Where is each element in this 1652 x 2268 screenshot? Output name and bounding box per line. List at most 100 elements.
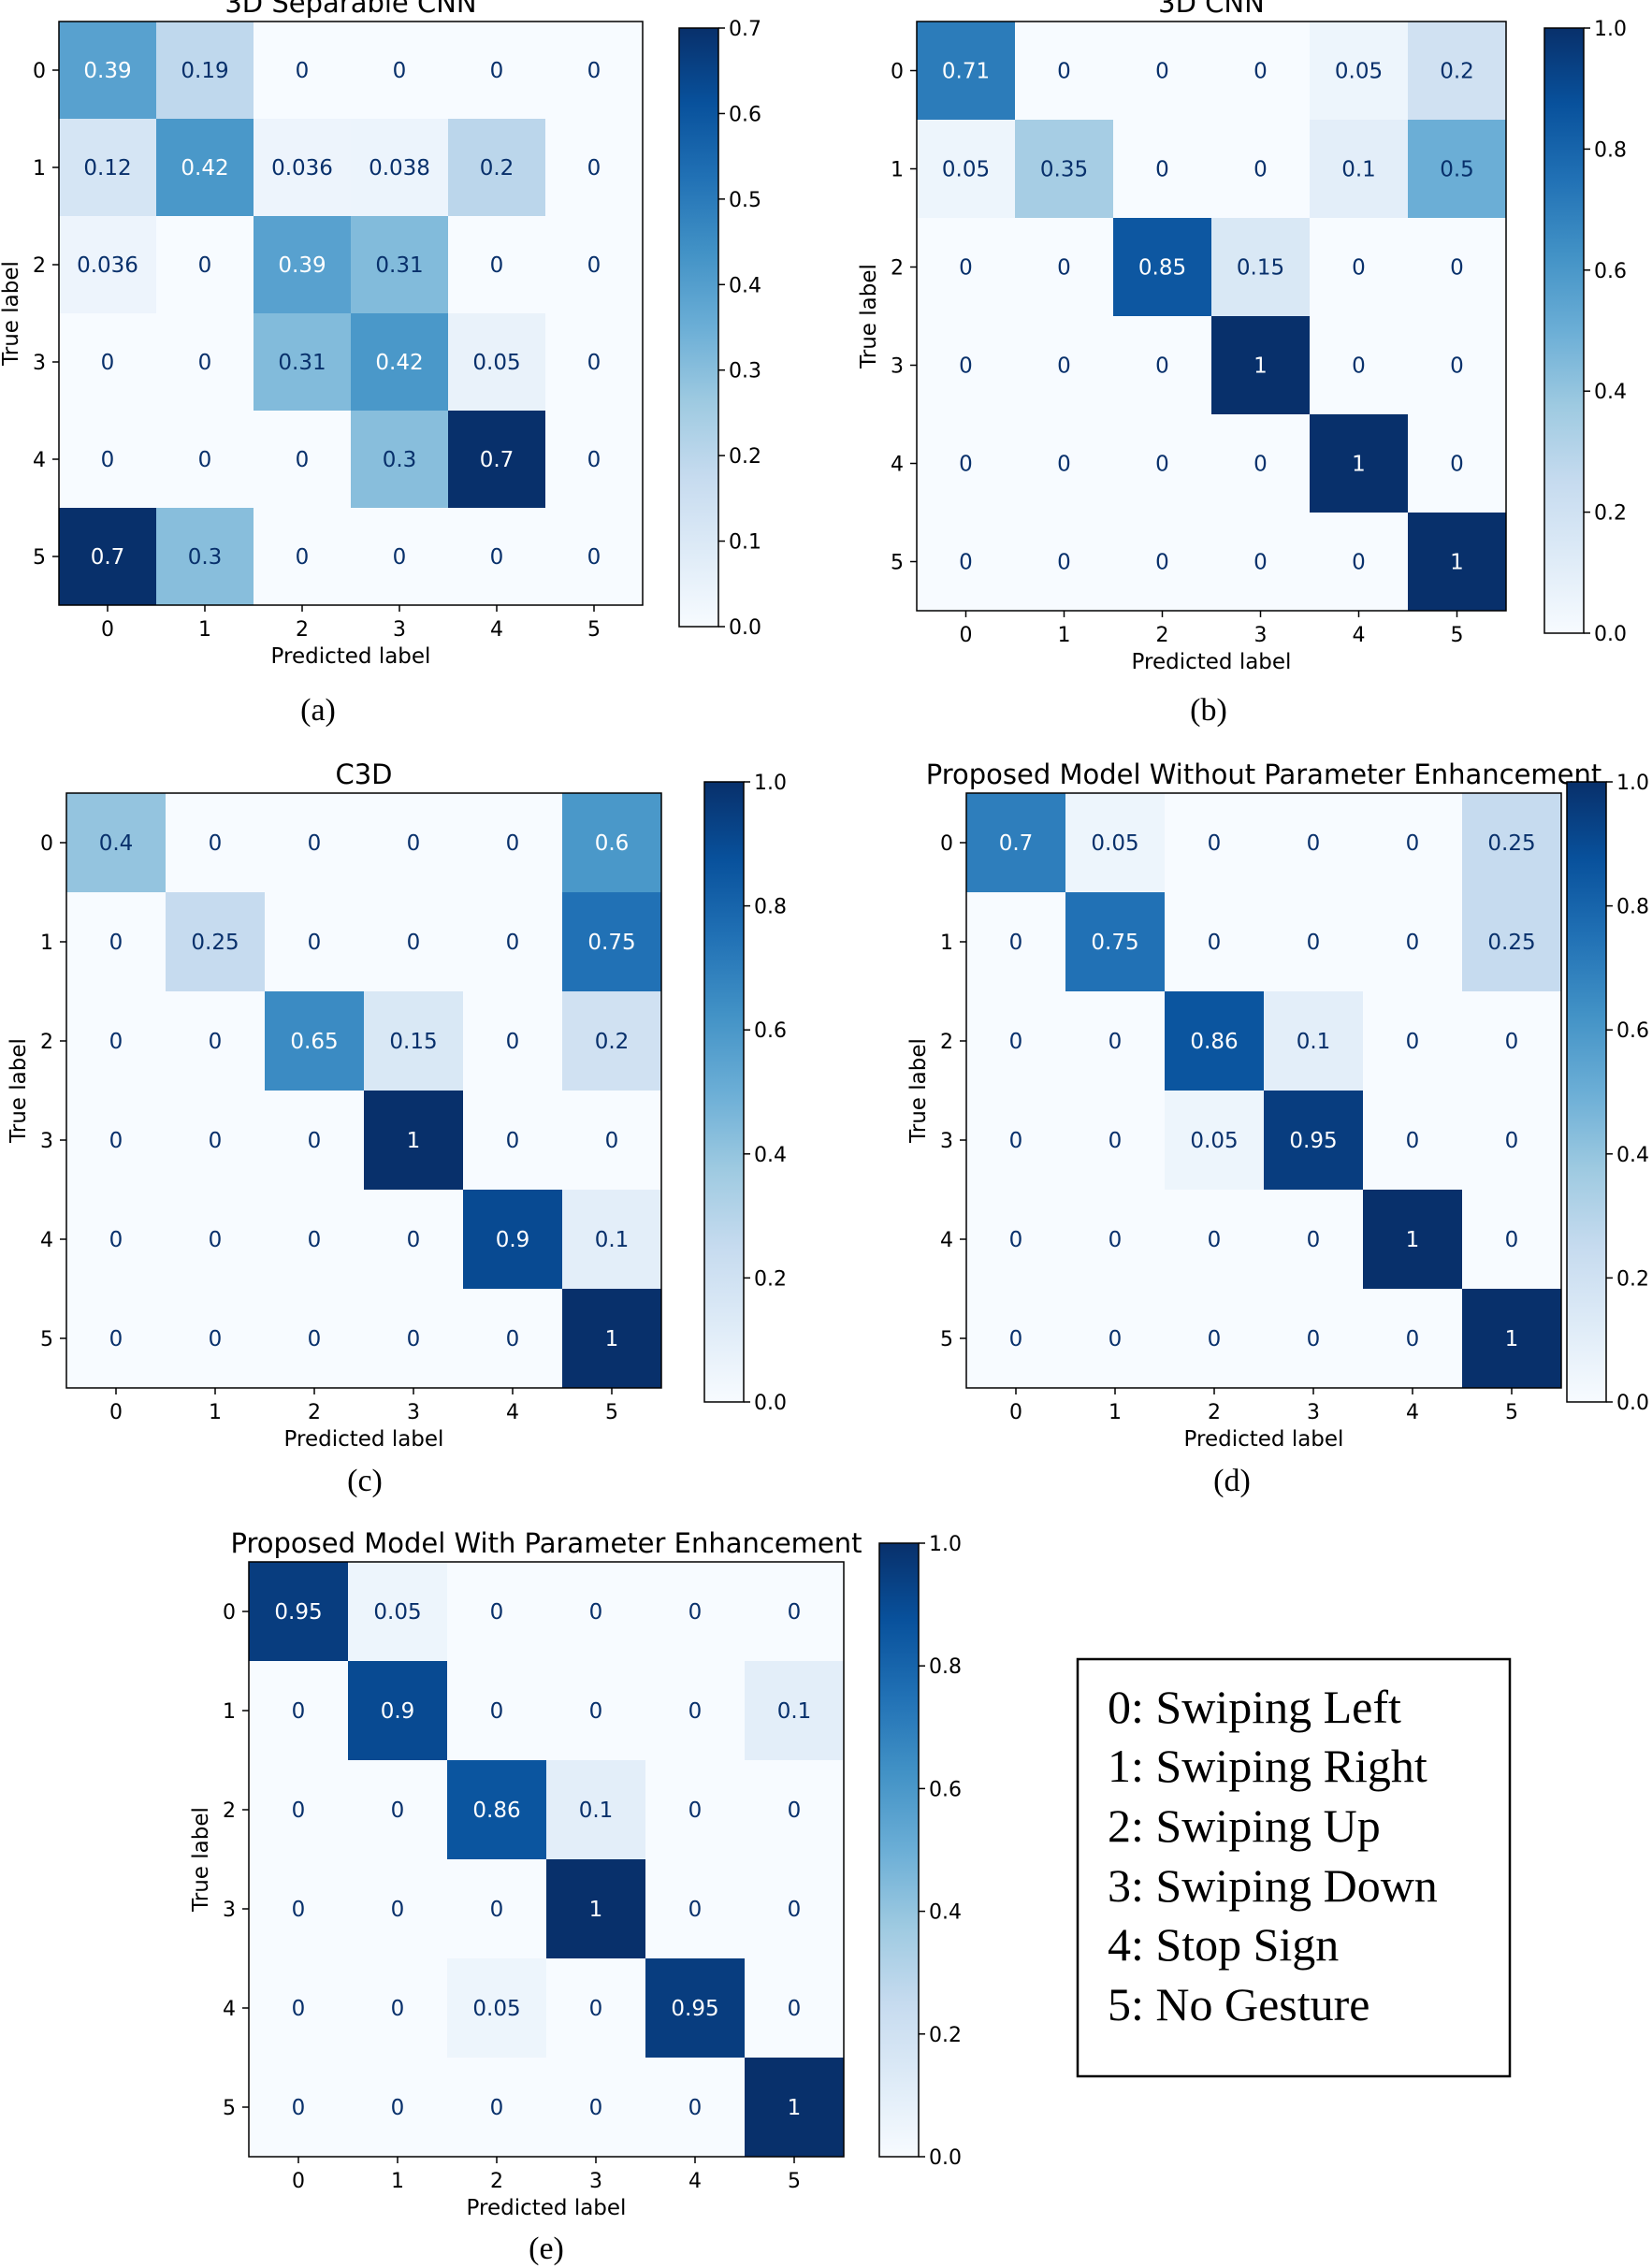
cell-value-label: 0 [308, 831, 322, 856]
colorbar-tick-label: 0.4 [729, 274, 761, 297]
matrix-cell [1065, 793, 1166, 893]
chart-title: Proposed Model With Parameter Enhancemen… [230, 1527, 862, 1559]
matrix-cell [545, 216, 644, 314]
matrix-cell [254, 411, 352, 509]
matrix-cell [1408, 316, 1507, 415]
y-tick-label: 5 [40, 1328, 53, 1351]
colorbar [678, 27, 719, 628]
cell-value-label: 0 [1109, 1030, 1123, 1054]
matrix-cell [351, 411, 449, 509]
cell-value-label: 0.19 [181, 59, 228, 83]
matrix-cell [1015, 120, 1114, 219]
panel-caption: (e) [529, 2232, 564, 2266]
matrix-cell [1310, 513, 1409, 612]
matrix-cell [351, 119, 449, 217]
matrix-cell [166, 892, 266, 992]
cell-value-label: 0 [308, 931, 322, 955]
matrix-cell [156, 313, 254, 412]
matrix-cell [249, 1661, 349, 1761]
matrix-cell [66, 793, 167, 893]
matrix-cell [447, 1562, 547, 1662]
matrix-cell [745, 1859, 845, 1959]
colorbar-tick-label: 0.3 [729, 360, 761, 383]
cell-value-label: 0 [1109, 1129, 1123, 1153]
cell-value-label: 0 [1057, 256, 1071, 281]
matrix-cell [1310, 120, 1409, 219]
cell-value-label: 0.036 [77, 253, 138, 278]
colorbar-tick-label: 0.0 [929, 2146, 962, 2170]
colorbar-tick-label: 0.8 [1594, 138, 1627, 162]
x-tick-label: 0 [292, 2170, 305, 2193]
cell-value-label: 0 [688, 1898, 703, 1922]
matrix-cell [463, 1190, 563, 1290]
matrix-cell [351, 508, 449, 606]
cell-value-label: 0.1 [595, 1228, 630, 1252]
matrix-cell [1462, 991, 1562, 1091]
cell-value-label: 0 [1208, 931, 1222, 955]
colorbar [878, 1542, 920, 2158]
matrix-cell [364, 1190, 464, 1290]
x-tick-label: 4 [490, 618, 503, 642]
x-tick-label: 2 [1208, 1401, 1221, 1424]
cell-value-label: 0.1 [1297, 1030, 1331, 1054]
y-tick-label: 0 [940, 832, 953, 856]
legend-entry-2: 2: Swiping Up [1108, 1799, 1381, 1852]
colorbar-tick-label: 0.7 [729, 18, 761, 41]
cell-value-label: 0 [1406, 1129, 1420, 1153]
cell-value-label: 0 [308, 1228, 322, 1252]
matrix-cell [66, 1190, 167, 1290]
cell-value-label: 0 [1505, 1030, 1519, 1054]
matrix-cell [1015, 22, 1114, 121]
cell-value-label: 0 [959, 256, 973, 281]
y-tick-label: 0 [40, 832, 53, 856]
matrix-cell [348, 1760, 448, 1860]
cell-value-label: 0.9 [496, 1228, 530, 1252]
cell-value-label: 1 [788, 2096, 802, 2120]
cell-value-label: 1 [1505, 1327, 1519, 1351]
cell-value-label: 0 [296, 59, 310, 83]
cell-value-label: 0 [407, 831, 421, 856]
x-tick-label: 4 [1406, 1401, 1419, 1424]
matrix-cell [348, 1859, 448, 1959]
y-tick-label: 3 [940, 1130, 953, 1153]
colorbar-tick-label: 0.0 [754, 1392, 787, 1415]
matrix-cell [254, 22, 352, 120]
x-axis-label: Predicted label [1184, 1427, 1344, 1452]
matrix-cell [1211, 513, 1311, 612]
matrix-cell [463, 793, 563, 893]
cell-value-label: 0 [1450, 453, 1464, 477]
colorbar-tick-label: 0.0 [1616, 1392, 1649, 1415]
matrix-cell [66, 1091, 167, 1191]
cell-value-label: 1 [589, 1898, 603, 1922]
matrix-cell [1310, 218, 1409, 317]
matrix-cell [66, 1289, 167, 1389]
y-axis-label: True label [906, 1038, 931, 1144]
cell-value-label: 0 [308, 1129, 322, 1153]
colorbar-tick-label: 1.0 [929, 1533, 962, 1556]
cell-value-label: 0.5 [1440, 158, 1474, 182]
x-tick-label: 1 [391, 2170, 404, 2193]
cell-value-label: 0.05 [1335, 60, 1383, 84]
matrix-cell [966, 1289, 1066, 1389]
matrix-cell [1015, 414, 1114, 513]
x-tick-label: 5 [605, 1401, 618, 1424]
cell-value-label: 0 [1109, 1228, 1123, 1252]
matrix-cell [156, 411, 254, 509]
cell-value-label: 0 [292, 1997, 306, 2021]
y-axis-label: True label [189, 1807, 213, 1913]
matrix-cell [1462, 1091, 1562, 1191]
cell-value-label: 0.6 [595, 831, 630, 856]
cell-value-label: 0 [1155, 158, 1169, 182]
cell-value-label: 0.95 [1289, 1129, 1337, 1153]
cell-value-label: 0 [109, 1030, 123, 1054]
cell-value-label: 0 [1352, 551, 1366, 575]
cell-value-label: 0 [587, 59, 601, 83]
cell-value-label: 0 [209, 1030, 223, 1054]
plot-frame [916, 21, 1507, 612]
matrix-cell [1113, 513, 1212, 612]
panel-caption: (d) [1213, 1464, 1251, 1498]
matrix-cell [562, 1289, 662, 1389]
matrix-cell [745, 1562, 845, 1662]
matrix-cell [166, 1091, 266, 1191]
matrix-cell [249, 2058, 349, 2158]
